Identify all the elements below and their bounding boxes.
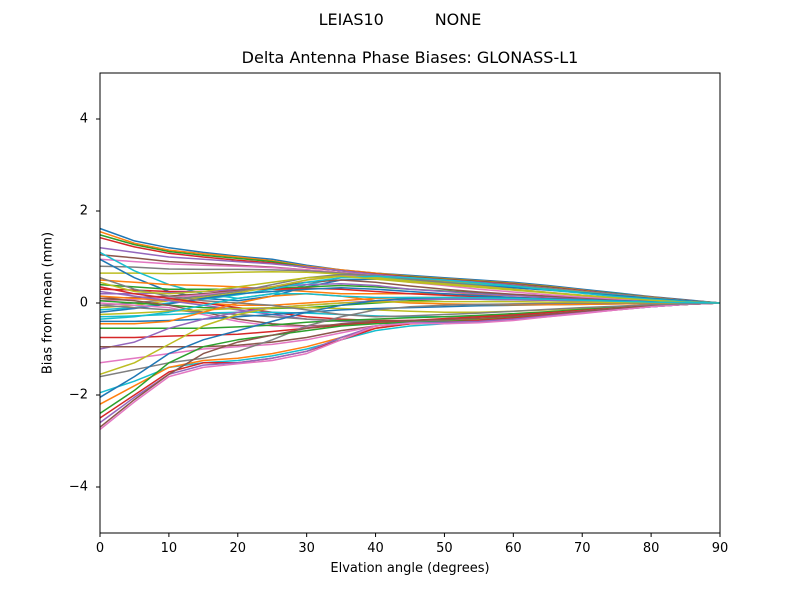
series-line-s46 xyxy=(99,302,721,428)
data-lines xyxy=(99,227,721,431)
series-line-s39 xyxy=(99,300,720,376)
x-axis-label: Elvation angle (degrees) xyxy=(330,561,490,576)
series-line-s20 xyxy=(99,275,721,311)
x-tick-label: 40 xyxy=(367,541,384,556)
y-tick-label: −4 xyxy=(68,479,88,495)
x-tick-label: 90 xyxy=(711,541,729,556)
y-tick-label: 4 xyxy=(79,111,88,127)
y-tick-label: −2 xyxy=(68,387,88,403)
x-tick-label: 50 xyxy=(436,541,453,556)
series-line-s47 xyxy=(99,302,721,431)
y-tick-label: 0 xyxy=(79,295,88,311)
x-tick-label: 30 xyxy=(298,541,315,556)
tick-marks xyxy=(96,118,721,537)
series-line-s1 xyxy=(99,227,721,304)
chart-title: Delta Antenna Phase Biases: GLONASS-L1 xyxy=(241,48,579,67)
series-line-s50 xyxy=(99,293,721,320)
series-line-s49 xyxy=(99,275,721,304)
series-line-s32 xyxy=(100,293,720,325)
y-tick-label: 2 xyxy=(79,203,88,219)
x-tick-label: 0 xyxy=(95,541,105,556)
x-tick-label: 20 xyxy=(229,541,247,556)
x-tick-label: 70 xyxy=(573,541,591,556)
series-line-s48 xyxy=(99,276,721,318)
x-tick-label: 60 xyxy=(505,541,522,556)
y-axis-label: Bias from mean (mm) xyxy=(40,231,56,375)
x-tick-label: 80 xyxy=(642,541,660,556)
figure-suptitle: LEIAS10 NONE xyxy=(318,10,482,29)
x-tick-label: 10 xyxy=(160,541,178,556)
